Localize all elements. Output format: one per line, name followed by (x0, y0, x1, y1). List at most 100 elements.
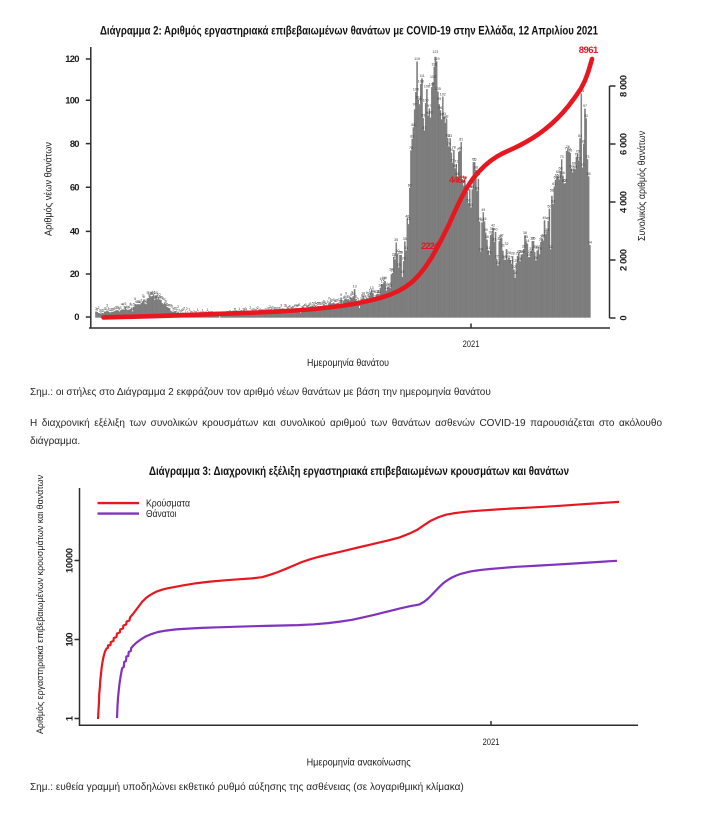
svg-text:32: 32 (536, 245, 540, 249)
svg-text:26: 26 (402, 257, 406, 261)
svg-text:7: 7 (161, 296, 163, 300)
svg-text:77: 77 (458, 147, 462, 151)
svg-text:7: 7 (142, 294, 144, 298)
svg-text:11: 11 (152, 290, 156, 294)
svg-text:6: 6 (341, 299, 343, 303)
svg-text:29: 29 (519, 250, 523, 254)
svg-text:9: 9 (340, 293, 342, 297)
svg-text:3: 3 (107, 307, 109, 311)
svg-text:107: 107 (429, 83, 435, 87)
svg-text:4: 4 (121, 303, 123, 307)
svg-text:5: 5 (321, 302, 323, 306)
svg-text:102: 102 (440, 92, 446, 96)
svg-text:32: 32 (505, 242, 509, 246)
svg-text:27: 27 (508, 256, 512, 260)
svg-text:3: 3 (175, 307, 177, 311)
svg-text:28: 28 (511, 252, 515, 256)
svg-text:101: 101 (415, 95, 421, 99)
svg-text:13: 13 (353, 285, 357, 289)
svg-text:76: 76 (449, 148, 453, 152)
svg-text:119: 119 (434, 57, 440, 61)
svg-text:56: 56 (550, 189, 554, 193)
svg-text:10: 10 (351, 292, 355, 296)
svg-text:53: 53 (551, 200, 555, 204)
svg-text:5: 5 (133, 302, 135, 306)
svg-text:4: 4 (359, 304, 361, 308)
svg-text:72: 72 (472, 158, 476, 162)
svg-text:77: 77 (567, 147, 571, 151)
svg-text:83: 83 (448, 134, 452, 138)
svg-text:65: 65 (556, 170, 560, 174)
svg-text:50: 50 (547, 204, 551, 208)
svg-text:2: 2 (252, 308, 254, 312)
svg-text:5: 5 (166, 303, 168, 307)
svg-text:51: 51 (469, 203, 473, 207)
svg-text:1: 1 (235, 308, 237, 312)
svg-text:10: 10 (367, 291, 371, 295)
svg-text:3: 3 (279, 307, 281, 311)
svg-text:10: 10 (361, 291, 365, 295)
svg-text:Κρούσματα: Κρούσματα (146, 497, 190, 509)
svg-text:93: 93 (421, 114, 425, 118)
svg-text:31: 31 (486, 246, 490, 250)
svg-text:77: 77 (565, 146, 569, 150)
svg-text:28: 28 (528, 250, 532, 254)
svg-text:20: 20 (389, 267, 393, 271)
svg-text:28: 28 (527, 253, 531, 257)
svg-text:2: 2 (183, 306, 185, 310)
svg-text:9: 9 (351, 291, 353, 295)
svg-text:10: 10 (150, 292, 154, 296)
svg-text:6: 6 (339, 300, 341, 304)
svg-text:3: 3 (267, 307, 269, 311)
svg-text:2: 2 (182, 308, 184, 312)
svg-text:80: 80 (70, 138, 80, 149)
svg-text:92: 92 (445, 115, 449, 119)
svg-text:1: 1 (243, 307, 245, 311)
svg-text:2: 2 (257, 306, 259, 310)
svg-text:8 000: 8 000 (617, 75, 628, 97)
svg-text:8: 8 (143, 295, 145, 299)
svg-text:2: 2 (186, 307, 188, 311)
svg-text:3: 3 (285, 304, 287, 308)
svg-text:2: 2 (99, 309, 101, 313)
svg-text:1: 1 (188, 308, 190, 312)
svg-text:11: 11 (371, 289, 375, 293)
svg-text:27: 27 (393, 255, 397, 259)
svg-text:22: 22 (512, 265, 516, 269)
svg-text:3: 3 (170, 304, 172, 308)
svg-text:4: 4 (313, 304, 315, 308)
svg-text:7: 7 (140, 299, 142, 303)
svg-text:34: 34 (525, 239, 529, 243)
svg-text:6: 6 (162, 297, 164, 301)
svg-text:1: 1 (197, 308, 199, 312)
svg-text:1: 1 (234, 308, 236, 312)
svg-text:Ημερομηνία ανακοίνωσης: Ημερομηνία ανακοίνωσης (307, 757, 411, 769)
svg-text:29: 29 (516, 251, 520, 255)
svg-text:3: 3 (298, 303, 300, 307)
svg-text:Αριθμός εργαστηριακά επιβεβαιω: Αριθμός εργαστηριακά επιβεβαιωμένων κρου… (35, 475, 45, 734)
svg-text:81: 81 (582, 139, 586, 143)
svg-text:34: 34 (588, 241, 592, 245)
svg-text:35: 35 (539, 237, 543, 241)
svg-text:1: 1 (191, 310, 193, 314)
svg-text:38: 38 (523, 231, 527, 235)
svg-text:11: 11 (375, 290, 379, 294)
svg-text:10000: 10000 (63, 548, 74, 573)
svg-text:8: 8 (159, 295, 161, 299)
svg-text:78: 78 (566, 145, 570, 149)
svg-text:100: 100 (423, 99, 429, 103)
svg-text:6: 6 (134, 297, 136, 301)
svg-text:11: 11 (369, 288, 373, 292)
svg-text:67: 67 (571, 168, 575, 172)
svg-text:45: 45 (546, 217, 550, 221)
svg-text:5: 5 (319, 302, 321, 306)
svg-text:2: 2 (269, 305, 271, 309)
svg-text:69: 69 (572, 162, 576, 166)
svg-text:6: 6 (144, 299, 146, 303)
svg-text:6: 6 (314, 301, 316, 305)
svg-text:83: 83 (578, 134, 582, 138)
svg-text:35: 35 (403, 237, 407, 241)
svg-text:61: 61 (552, 182, 556, 186)
svg-text:4: 4 (289, 305, 291, 309)
svg-text:4: 4 (291, 305, 293, 309)
